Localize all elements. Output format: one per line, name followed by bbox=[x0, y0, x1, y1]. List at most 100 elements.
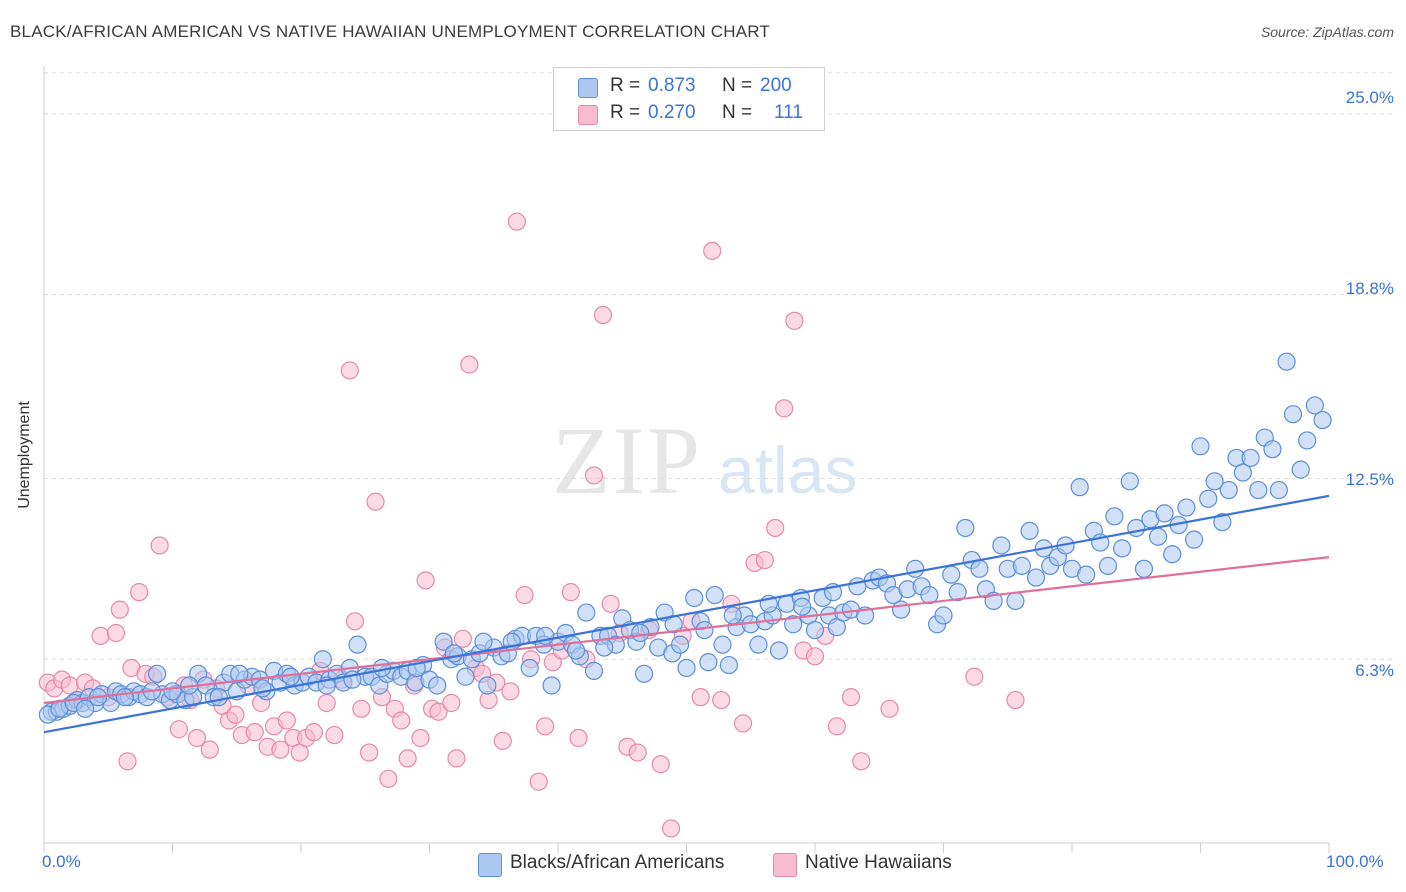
pink-point bbox=[628, 743, 647, 762]
blue-point bbox=[677, 658, 696, 678]
pink-point bbox=[569, 728, 588, 748]
blue-point bbox=[793, 597, 812, 616]
blue-point bbox=[1219, 480, 1238, 500]
blue-point bbox=[749, 635, 768, 654]
pink-point bbox=[411, 728, 430, 748]
pink-point bbox=[584, 466, 604, 485]
pink-point bbox=[766, 518, 785, 538]
blue-point bbox=[1263, 440, 1282, 459]
blue-point bbox=[1105, 507, 1124, 526]
pink-point bbox=[447, 749, 466, 768]
blue-point bbox=[1177, 498, 1196, 517]
blue-point bbox=[1012, 556, 1031, 575]
legend-swatch-pink bbox=[578, 105, 598, 125]
chart-title: BLACK/AFRICAN AMERICAN VS NATIVE HAWAIIA… bbox=[10, 22, 771, 41]
blue-point bbox=[685, 588, 704, 608]
legend-label: Blacks/African Americans bbox=[510, 852, 725, 873]
pink-point bbox=[493, 731, 512, 751]
blue-point bbox=[1277, 352, 1296, 371]
correlation-legend: R = 0.873 N = 200 R = 0.270 N = 111 bbox=[553, 67, 825, 131]
pink-point bbox=[651, 755, 670, 774]
blue-point bbox=[1298, 431, 1317, 450]
blue-point bbox=[434, 632, 453, 651]
blue-point bbox=[1134, 559, 1154, 578]
x-tick-label: 100.0% bbox=[1326, 852, 1384, 871]
blue-point bbox=[1006, 591, 1025, 610]
pink-point bbox=[561, 583, 580, 602]
pink-point bbox=[841, 688, 861, 707]
legend-r-value: 0.873 bbox=[648, 75, 696, 96]
y-axis-label: Unemployment bbox=[16, 401, 33, 509]
pink-point bbox=[460, 355, 479, 374]
blue-point bbox=[670, 635, 690, 654]
pink-point bbox=[245, 723, 264, 742]
trend-line-blacks bbox=[43, 494, 1330, 734]
blue-point bbox=[584, 661, 604, 680]
pink-point bbox=[703, 241, 722, 260]
blue-point bbox=[1213, 513, 1232, 532]
blue-point bbox=[713, 635, 732, 654]
blue-point bbox=[891, 600, 911, 619]
legend-n-label: N = bbox=[722, 102, 753, 123]
blue-point bbox=[631, 623, 650, 643]
pink-point bbox=[442, 693, 461, 713]
blue-point bbox=[520, 658, 539, 678]
blue-point bbox=[1233, 463, 1253, 482]
x-tick-label: 0.0% bbox=[42, 852, 81, 871]
blue-point bbox=[942, 565, 961, 584]
blue-point bbox=[444, 644, 464, 663]
watermark-atlas: atlas bbox=[718, 433, 858, 507]
pink-point bbox=[352, 699, 371, 718]
blue-point bbox=[1269, 480, 1288, 500]
blue-point bbox=[1163, 545, 1182, 564]
pink-point bbox=[733, 714, 753, 733]
pink-point bbox=[91, 626, 110, 645]
blue-point bbox=[1070, 478, 1089, 497]
pink-point bbox=[317, 693, 336, 713]
legend-swatch-pink bbox=[773, 853, 797, 877]
pink-point bbox=[226, 705, 245, 724]
blue-point bbox=[970, 559, 989, 578]
pink-point bbox=[507, 212, 526, 231]
blue-point bbox=[1283, 405, 1303, 424]
blue-point bbox=[76, 699, 95, 718]
blue-point bbox=[695, 620, 714, 640]
pink-point bbox=[880, 699, 899, 718]
blue-point bbox=[1184, 530, 1204, 549]
pink-point bbox=[593, 305, 613, 325]
pink-point bbox=[118, 752, 137, 771]
legend-swatch-blue bbox=[578, 78, 598, 98]
blue-point bbox=[595, 638, 614, 657]
blue-point bbox=[769, 641, 789, 660]
pink-point bbox=[304, 723, 323, 742]
pink-point bbox=[965, 667, 984, 686]
blue-point bbox=[163, 682, 182, 701]
blue-point bbox=[723, 606, 742, 625]
blue-point bbox=[1291, 460, 1310, 479]
blue-point bbox=[948, 583, 967, 602]
blue-point bbox=[147, 664, 167, 683]
blue-point bbox=[115, 688, 135, 707]
y-tick-label: 6.3% bbox=[1355, 661, 1394, 680]
pink-point bbox=[110, 600, 129, 619]
blue-point bbox=[1148, 527, 1168, 546]
blue-point bbox=[992, 536, 1011, 555]
blue-point bbox=[474, 632, 493, 651]
pink-point bbox=[805, 647, 825, 666]
blue-point bbox=[478, 676, 497, 695]
pink-point bbox=[366, 492, 385, 511]
pink-point bbox=[345, 612, 365, 631]
blue-point bbox=[848, 577, 867, 596]
blue-point bbox=[542, 676, 561, 695]
blue-point bbox=[428, 676, 447, 695]
trend-line-hawaiians bbox=[43, 556, 1330, 705]
blue-point bbox=[805, 620, 825, 640]
legend-label: Native Hawaiians bbox=[805, 852, 952, 873]
legend-n-label: N = bbox=[722, 75, 753, 96]
pink-point bbox=[712, 690, 731, 710]
watermark-zip: ZIP bbox=[552, 407, 702, 514]
legend-r-label: R = bbox=[610, 75, 641, 96]
blue-point bbox=[209, 688, 228, 707]
blue-point bbox=[1191, 437, 1210, 456]
